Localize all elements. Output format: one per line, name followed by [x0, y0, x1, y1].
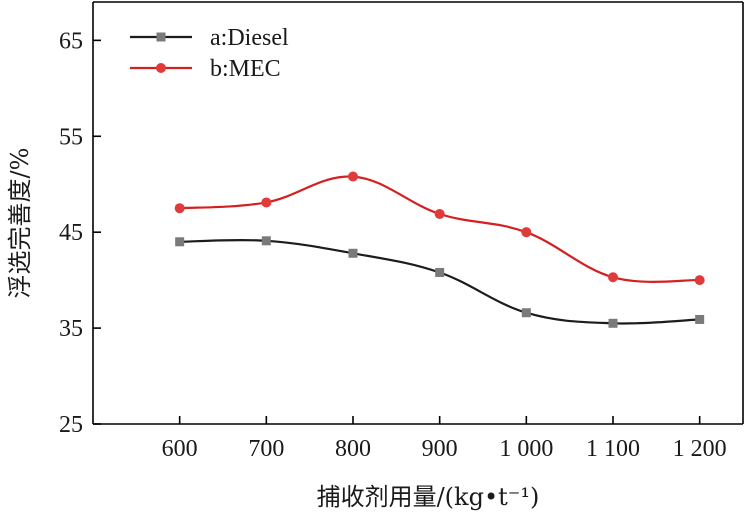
series-mec	[174, 171, 705, 286]
y-tick-label: 65	[59, 28, 83, 54]
x-axis-ticks: 600 700 800 900 1 000 1 100 1 200	[162, 416, 727, 462]
data-point-circle	[521, 227, 532, 238]
data-point-square	[175, 237, 185, 247]
x-tick-label: 600	[162, 436, 198, 462]
data-point-square	[261, 236, 271, 246]
series-layer	[174, 171, 705, 328]
data-point-square	[608, 318, 618, 328]
legend: a:Diesel b:MEC	[130, 25, 289, 82]
y-tick-label: 35	[59, 316, 83, 342]
legend-item-mec: b:MEC	[130, 56, 281, 82]
data-point-square	[695, 314, 705, 324]
y-tick-label: 55	[59, 124, 83, 150]
legend-label: b:MEC	[210, 56, 281, 82]
series-line	[179, 238, 700, 325]
x-tick-label: 700	[248, 436, 284, 462]
data-point-circle	[261, 197, 272, 208]
legend-label: a:Diesel	[210, 25, 289, 51]
data-point-square	[348, 248, 358, 258]
y-axis-title: 浮选完善度/%	[6, 148, 34, 299]
legend-marker-square	[156, 32, 166, 42]
data-point-circle	[694, 275, 705, 286]
data-point-circle	[348, 171, 358, 182]
data-point-circle	[434, 208, 445, 219]
data-point-circle	[174, 203, 185, 214]
plot-area	[92, 1, 744, 425]
legend-item-diesel: a:Diesel	[130, 25, 289, 51]
x-tick-label: 1 100	[586, 436, 640, 462]
data-point-square	[521, 308, 531, 318]
data-point-circle	[608, 272, 618, 283]
x-tick-label: 1 000	[499, 436, 553, 462]
x-tick-label: 800	[335, 436, 371, 462]
y-tick-label: 45	[59, 220, 83, 246]
data-point-square	[435, 267, 445, 277]
legend-marker-circle	[156, 63, 166, 73]
y-axis-ticks: 25 35 45 55 65	[59, 28, 101, 438]
y-tick-label: 25	[59, 412, 83, 438]
series-diesel	[175, 236, 705, 328]
series-line	[179, 175, 700, 283]
x-axis-title: 捕收剂用量/(kg•t⁻¹)	[317, 483, 540, 511]
x-tick-label: 900	[422, 436, 458, 462]
x-tick-label: 1 200	[673, 436, 727, 462]
